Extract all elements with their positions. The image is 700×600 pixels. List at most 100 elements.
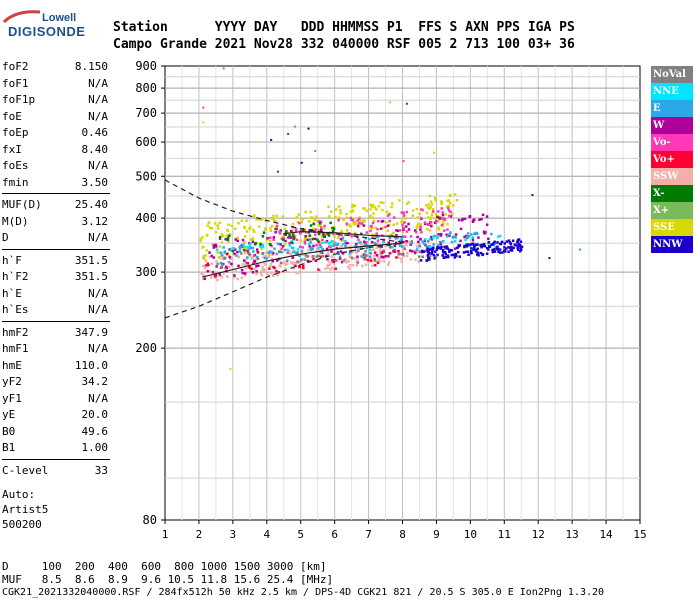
echo-point bbox=[284, 239, 287, 243]
echo-point bbox=[431, 208, 435, 211]
echo-point bbox=[419, 259, 423, 262]
echo-point bbox=[459, 239, 462, 243]
echo-point bbox=[260, 247, 263, 251]
echo-point bbox=[244, 235, 247, 238]
param-value: 8.40 bbox=[81, 142, 109, 156]
echo-point bbox=[379, 253, 382, 256]
echo-point bbox=[340, 244, 343, 248]
x-tick-label: 10 bbox=[464, 528, 477, 541]
echo-point bbox=[364, 263, 368, 266]
echo-point bbox=[479, 244, 482, 247]
echo-point bbox=[466, 243, 470, 247]
echo-point bbox=[248, 227, 251, 230]
echo-point bbox=[371, 221, 375, 225]
echo-point bbox=[429, 221, 433, 224]
param-label: yE bbox=[2, 408, 16, 421]
echo-point bbox=[422, 250, 426, 253]
echo-point bbox=[368, 248, 372, 252]
echo-point bbox=[265, 251, 268, 255]
echo-point bbox=[505, 240, 509, 243]
curve-profile-dashed bbox=[164, 242, 403, 319]
echo-point bbox=[449, 210, 452, 214]
echo-point bbox=[505, 247, 508, 250]
echo-outlier bbox=[402, 160, 405, 163]
echo-point bbox=[380, 245, 383, 249]
echo-point bbox=[351, 205, 354, 209]
echo-point bbox=[438, 216, 441, 220]
echo-point bbox=[205, 233, 209, 237]
echo-point bbox=[201, 236, 204, 239]
echo-point bbox=[378, 250, 382, 254]
echo-point bbox=[480, 245, 483, 249]
echo-point bbox=[353, 231, 357, 235]
echo-point bbox=[232, 247, 235, 250]
echo-point bbox=[222, 246, 225, 249]
echo-point bbox=[372, 236, 375, 239]
echo-point bbox=[346, 229, 349, 232]
echo-point bbox=[354, 221, 357, 224]
param-row: B0 49.6 bbox=[2, 425, 108, 439]
echo-point bbox=[424, 222, 427, 226]
echo-point bbox=[332, 240, 336, 243]
echo-point bbox=[262, 231, 266, 234]
echo-point bbox=[440, 223, 444, 227]
logo-digisonde: DIGISONDE bbox=[8, 24, 86, 39]
echo-point bbox=[375, 232, 378, 235]
echo-point bbox=[244, 264, 247, 267]
echo-point bbox=[413, 249, 417, 252]
echo-point bbox=[331, 255, 334, 258]
footer-distance-row: D 100 200 400 600 800 1000 1500 3000 [km… bbox=[2, 560, 327, 573]
echo-point bbox=[270, 250, 273, 254]
echo-point bbox=[420, 250, 423, 254]
echo-point bbox=[241, 245, 244, 248]
echo-point bbox=[402, 227, 405, 230]
echo-point bbox=[437, 210, 440, 213]
param-value: 3.12 bbox=[81, 214, 109, 228]
echo-point bbox=[263, 256, 267, 260]
legend-item-sse: SSE bbox=[651, 219, 693, 236]
echo-point bbox=[507, 250, 510, 253]
echo-point bbox=[281, 215, 285, 218]
echo-point bbox=[417, 222, 420, 225]
echo-point bbox=[218, 245, 222, 248]
echo-point bbox=[363, 253, 367, 257]
echo-point bbox=[405, 240, 408, 243]
echo-point bbox=[317, 254, 320, 257]
curve-trace-virtual bbox=[202, 242, 403, 278]
param-row: foEs N/A bbox=[2, 159, 108, 173]
echo-point bbox=[240, 219, 244, 223]
echo-point bbox=[272, 265, 275, 269]
param-label: h`F2 bbox=[2, 270, 29, 283]
legend-item-w: W bbox=[651, 117, 693, 134]
echo-point bbox=[283, 243, 287, 246]
echo-point bbox=[257, 264, 260, 267]
echo-point bbox=[519, 249, 522, 253]
echo-point bbox=[289, 236, 293, 239]
echo-point bbox=[417, 240, 420, 244]
echo-point bbox=[411, 250, 414, 253]
echo-point bbox=[443, 229, 446, 232]
echo-outlier bbox=[433, 151, 436, 154]
echo-point bbox=[324, 267, 327, 270]
echo-point bbox=[209, 276, 213, 279]
logo-lowell: Lowell bbox=[42, 12, 77, 24]
param-value: N/A bbox=[88, 286, 108, 300]
echo-point bbox=[309, 246, 313, 249]
echo-point bbox=[303, 237, 307, 240]
echo-point bbox=[490, 232, 493, 236]
echo-point bbox=[279, 257, 282, 261]
echo-point bbox=[351, 218, 355, 222]
echo-point bbox=[421, 208, 424, 212]
echo-point bbox=[371, 248, 374, 251]
echo-point bbox=[217, 256, 221, 259]
echo-point bbox=[288, 242, 291, 245]
echo-point bbox=[400, 219, 404, 222]
echo-point bbox=[507, 246, 510, 249]
echo-point bbox=[227, 254, 231, 257]
echo-point bbox=[241, 247, 245, 250]
echo-point bbox=[314, 259, 318, 263]
echo-point bbox=[376, 239, 380, 242]
echo-point bbox=[313, 237, 317, 240]
echo-point bbox=[328, 242, 331, 245]
legend-item-nne: NNE bbox=[651, 83, 693, 100]
